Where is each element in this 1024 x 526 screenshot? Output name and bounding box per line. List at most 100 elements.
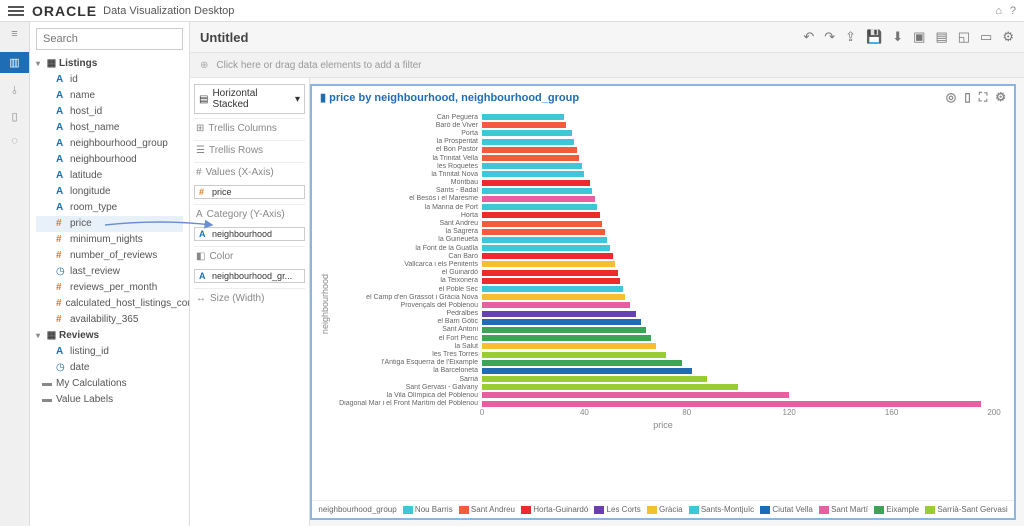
field-id[interactable]: Aid	[36, 72, 183, 88]
legend-item[interactable]: Eixample	[874, 505, 919, 514]
menu-icon[interactable]	[8, 6, 24, 16]
field-longitude[interactable]: Alongitude	[36, 184, 183, 200]
bar-row[interactable]: Can Baró	[332, 252, 994, 260]
bar-row[interactable]: el Besòs i el Maresme	[332, 195, 994, 203]
field-neighbourhood[interactable]: Aneighbourhood	[36, 152, 183, 168]
analytics-icon[interactable]: ⫰	[12, 85, 17, 98]
bar-row[interactable]: Pedralbes	[332, 310, 994, 318]
values-pill[interactable]: #price	[194, 185, 305, 199]
export-icon[interactable]: ⬇	[892, 29, 903, 45]
bar-row[interactable]: el Poble Sec	[332, 285, 994, 293]
bar-row[interactable]: Diagonal Mar i el Front Marítim del Pobl…	[332, 400, 994, 408]
bar-row[interactable]: la Teixonera	[332, 277, 994, 285]
bar-row[interactable]: Sant Andreu	[332, 219, 994, 227]
settings-icon[interactable]: ⚙	[1002, 29, 1014, 45]
bar-row[interactable]: Sarrià	[332, 375, 994, 383]
chart-type-selector[interactable]: ▤ Horizontal Stacked ▾	[194, 84, 305, 114]
undo-icon[interactable]: ↶	[803, 29, 814, 45]
bar-row[interactable]: les Roquetes	[332, 162, 994, 170]
bar-row[interactable]: Sant Gervasi - Galvany	[332, 383, 994, 391]
save-icon[interactable]: 💾	[866, 29, 882, 45]
bar-row[interactable]: Montbau	[332, 179, 994, 187]
bar-row[interactable]: Porta	[332, 129, 994, 137]
present-icon[interactable]: ▭	[980, 29, 992, 45]
bar-row[interactable]: el Guinardó	[332, 269, 994, 277]
bar-row[interactable]: la Font de la Guatlla	[332, 244, 994, 252]
legend-item[interactable]: Nou Barris	[403, 505, 453, 514]
bar-row[interactable]: Baró de Viver	[332, 121, 994, 129]
field-host_id[interactable]: Ahost_id	[36, 104, 183, 120]
bar-row[interactable]: Sants - Badal	[332, 187, 994, 195]
field-minimum_nights[interactable]: #minimum_nights	[36, 232, 183, 248]
field-latitude[interactable]: Alatitude	[36, 168, 183, 184]
color-drop[interactable]: ◧Color	[194, 246, 305, 264]
bar-row[interactable]: la Sagrera	[332, 228, 994, 236]
share-icon[interactable]: ⇪	[845, 29, 856, 45]
extra-My Calculations[interactable]: ▬My Calculations	[36, 376, 183, 392]
size-drop[interactable]: ↔Size (Width)	[194, 288, 305, 306]
bar-row[interactable]: la Guineueta	[332, 236, 994, 244]
chart-icon[interactable]: ▯	[11, 110, 17, 123]
bar-row[interactable]: la Trinitat Vella	[332, 154, 994, 162]
dataset-reviews[interactable]: ▾ ▦ Reviews	[36, 328, 183, 344]
field-listing_id[interactable]: Alisting_id	[36, 344, 183, 360]
legend-item[interactable]: Les Corts	[594, 505, 640, 514]
help-icon[interactable]: ?	[1010, 5, 1016, 17]
bar-row[interactable]: la Prosperitat	[332, 138, 994, 146]
viz-mode-icon[interactable]: ▥	[0, 52, 29, 73]
field-reviews_per_month[interactable]: #reviews_per_month	[36, 280, 183, 296]
bar-row[interactable]: la Barceloneta	[332, 367, 994, 375]
extra-Value Labels[interactable]: ▬Value Labels	[36, 392, 183, 408]
bar-row[interactable]: el Camp d'en Grassot i Gràcia Nova	[332, 293, 994, 301]
bar-row[interactable]: Sant Antoni	[332, 326, 994, 334]
bar-row[interactable]: Vallcarca i els Penitents	[332, 260, 994, 268]
add-icon[interactable]: ▣	[913, 29, 925, 45]
field-neighbourhood_group[interactable]: Aneighbourhood_group	[36, 136, 183, 152]
copy-icon[interactable]: ◱	[958, 29, 970, 45]
field-number_of_reviews[interactable]: #number_of_reviews	[36, 248, 183, 264]
legend-item[interactable]: Horta-Guinardó	[521, 505, 588, 514]
bar-row[interactable]: el Barri Gòtic	[332, 318, 994, 326]
dataset-listings[interactable]: ▾ ▦ Listings	[36, 56, 183, 72]
gear-icon[interactable]: ⚙	[995, 90, 1006, 105]
home-icon[interactable]: ⌂	[995, 5, 1002, 17]
legend-item[interactable]: Sarrià-Sant Gervasi	[925, 505, 1007, 514]
expand-icon[interactable]: ⛶	[979, 90, 987, 105]
legend-item[interactable]: Sant Andreu	[459, 505, 515, 514]
add-filter-icon[interactable]: ⊕	[200, 60, 208, 71]
trellis-cols[interactable]: ⊞Trellis Columns	[194, 118, 305, 136]
bar-row[interactable]: el Bon Pastor	[332, 146, 994, 154]
bar-row[interactable]: les Tres Torres	[332, 350, 994, 358]
bar-row[interactable]: la Trinitat Nova	[332, 170, 994, 178]
legend-item[interactable]: Sants-Montjuïc	[689, 505, 755, 514]
bar-row[interactable]: el Fort Pienc	[332, 334, 994, 342]
field-name[interactable]: Aname	[36, 88, 183, 104]
legend-item[interactable]: Ciutat Vella	[760, 505, 813, 514]
layout-icon[interactable]: ▤	[935, 29, 947, 45]
field-price[interactable]: #price	[36, 216, 183, 232]
legend-item[interactable]: Sant Martí	[819, 505, 868, 514]
bar-row[interactable]: Can Peguera	[332, 113, 994, 121]
bar-row[interactable]: Provençals del Poblenou	[332, 301, 994, 309]
field-calculated_host_listings_count[interactable]: #calculated_host_listings_count	[36, 296, 183, 312]
bar-row[interactable]: Horta	[332, 211, 994, 219]
filter-bar[interactable]: ⊕ Click here or drag data elements to ad…	[190, 52, 1024, 78]
project-title[interactable]: Untitled	[200, 30, 248, 45]
field-room_type[interactable]: Aroom_type	[36, 200, 183, 216]
db-icon[interactable]: ≡	[11, 28, 17, 40]
redo-icon[interactable]: ↷	[824, 29, 835, 45]
legend-item[interactable]: Gràcia	[647, 505, 683, 514]
field-date[interactable]: ◷date	[36, 360, 183, 376]
ideas-icon[interactable]: ◌	[11, 135, 18, 147]
target-icon[interactable]: ◎	[946, 90, 956, 105]
bar-row[interactable]: la Vila Olímpica del Poblenou	[332, 391, 994, 399]
field-host_name[interactable]: Ahost_name	[36, 120, 183, 136]
field-availability_365[interactable]: #availability_365	[36, 312, 183, 328]
bar-row[interactable]: l'Antiga Esquerra de l'Eixample	[332, 359, 994, 367]
bar-row[interactable]: la Salut	[332, 342, 994, 350]
field-last_review[interactable]: ◷last_review	[36, 264, 183, 280]
bar-row[interactable]: la Marina de Port	[332, 203, 994, 211]
bars-icon[interactable]: ▯	[964, 90, 971, 105]
category-drop[interactable]: ACategory (Y-Axis)	[194, 204, 305, 222]
values-drop[interactable]: #Values (X-Axis)	[194, 162, 305, 180]
